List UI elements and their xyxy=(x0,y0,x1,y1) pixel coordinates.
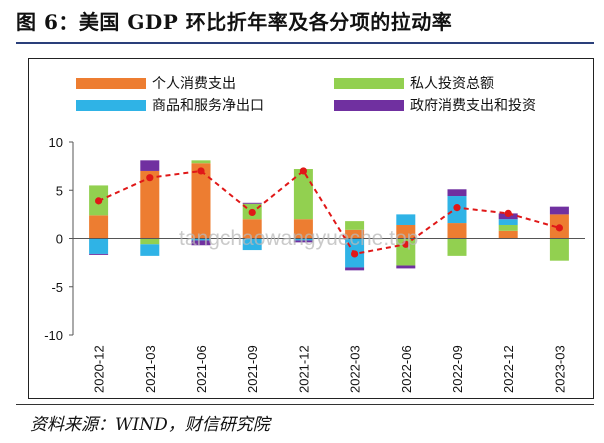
x-tick-label: 2022-09 xyxy=(450,345,465,393)
axis-group: 10 5 0 -5 -10 xyxy=(44,135,74,343)
legend-swatch-3 xyxy=(76,100,146,111)
bar-segment-s1-c3 xyxy=(191,163,211,239)
gdp-point xyxy=(146,174,154,182)
gdp-point xyxy=(453,204,461,212)
gdp-point xyxy=(351,250,359,258)
bar-segment-s4-c5 xyxy=(293,240,313,243)
bar-segment-s3-c5 xyxy=(293,238,313,241)
bar-segment-s2-c10 xyxy=(549,238,569,261)
legend-swatch-4 xyxy=(334,100,404,111)
bar-segment-s2-c5 xyxy=(293,169,313,220)
x-tick-label: 2021-09 xyxy=(245,345,260,393)
bar-segment-s1-c4 xyxy=(242,219,262,239)
gdp-point xyxy=(555,224,564,232)
x-tick-label: 2022-06 xyxy=(399,345,414,393)
gdp-point xyxy=(299,167,307,175)
x-tick-labels: 2020-12 2021-03 2021-06 2021-09 2021-12 2022-… xyxy=(92,345,568,393)
bar-segment-s2-c7 xyxy=(396,238,416,266)
bar-segment-s1-c6 xyxy=(345,229,365,239)
y-tick-label: -10 xyxy=(44,328,63,343)
chart-frame: 个人消费支出 私人投资总额 商品和服务净出口 政府消费支出和投资 10 5 0 -5 -10 … xyxy=(28,58,594,399)
bar-segment-s4-c6 xyxy=(345,267,365,271)
bar-segment-s4-c4 xyxy=(242,202,262,204)
x-tick-label: 2022-03 xyxy=(348,345,363,393)
x-tick-label: 2020-12 xyxy=(92,345,107,393)
legend-label-1: 个人消费支出 xyxy=(152,75,236,91)
bar-segment-s3-c1 xyxy=(89,238,109,254)
bar-segment-s2-c6 xyxy=(345,221,365,230)
bar-segment-s2-c2 xyxy=(140,238,160,245)
x-tick-label: 2023-03 xyxy=(552,345,567,393)
legend-label-4: 政府消费支出和投资 xyxy=(410,97,536,113)
gdp-line-group xyxy=(95,167,564,258)
bar-segment-s4-c8 xyxy=(447,189,467,197)
legend-label-2: 私人投资总额 xyxy=(410,75,494,91)
gdp-point xyxy=(197,167,205,175)
bar-segment-s1-c9 xyxy=(498,230,518,239)
bar-segment-s4-c1 xyxy=(89,253,109,255)
bar-segment-s3-c7 xyxy=(396,214,416,225)
y-tick-label: 5 xyxy=(56,183,63,198)
bar-segment-s4-c3 xyxy=(191,240,211,246)
x-tick-label: 2021-06 xyxy=(194,345,209,393)
y-tick-label: 10 xyxy=(49,135,63,150)
y-tick-label: 0 xyxy=(56,232,63,247)
bar-segment-s2-c8 xyxy=(447,238,467,256)
bar-segment-s2-c9 xyxy=(498,224,518,231)
gdp-point xyxy=(402,240,410,248)
bar-segment-s3-c9 xyxy=(498,219,518,225)
bar-segment-s1-c8 xyxy=(447,223,467,239)
bar-segment-s1-c5 xyxy=(293,219,313,239)
figure-title: 图 6：美国 GDP 环比折年率及各分项的拉动率 xyxy=(16,10,453,34)
x-tick-label: 2021-12 xyxy=(296,345,311,393)
bar-segment-s4-c7 xyxy=(396,265,416,269)
bar-segment-s2-c3 xyxy=(191,160,211,164)
legend-swatch-2 xyxy=(334,78,404,89)
watermark: tangchaowangyueche.top xyxy=(179,227,418,250)
gdp-point xyxy=(504,209,512,218)
bar-segment-s3-c3 xyxy=(191,238,211,241)
gdp-line xyxy=(98,169,560,256)
source-note: 资料来源：WIND，财信研究院 xyxy=(30,415,270,435)
bar-segment-s1-c2 xyxy=(140,170,160,239)
gdp-point xyxy=(248,208,256,217)
bar-segment-s3-c2 xyxy=(140,244,160,256)
gdp-point xyxy=(95,197,103,205)
bar-segment-s3-c4 xyxy=(242,238,262,251)
legend-swatch-1 xyxy=(76,78,146,89)
source-divider xyxy=(16,404,594,405)
x-tick-label: 2021-03 xyxy=(143,345,158,393)
bar-segment-s4-c10 xyxy=(549,206,569,215)
bar-segment-s4-c2 xyxy=(140,160,160,171)
y-tick-label: -5 xyxy=(51,280,63,295)
title-divider xyxy=(16,42,594,44)
bar-segment-s1-c7 xyxy=(396,224,416,239)
legend-label-3: 商品和服务净出口 xyxy=(152,97,264,113)
x-tick-label: 2022-12 xyxy=(501,345,516,393)
bar-segment-s1-c1 xyxy=(89,215,109,239)
